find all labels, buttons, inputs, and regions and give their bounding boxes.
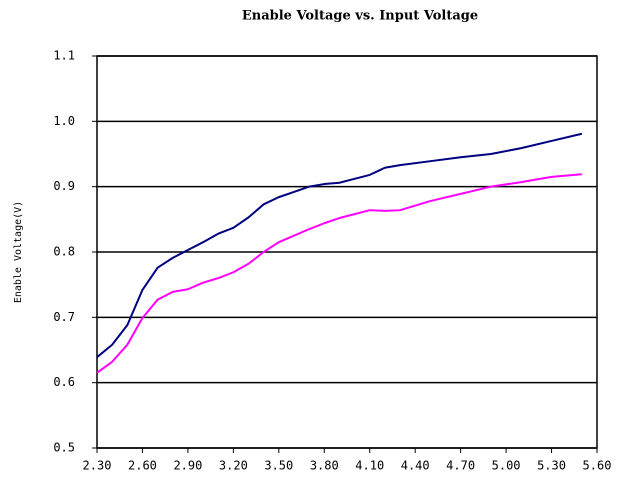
y-tick-label: 1.0	[53, 114, 75, 128]
x-tick-label: 3.80	[310, 459, 339, 473]
series-line	[96, 132, 583, 358]
x-tick-label: 5.30	[537, 459, 566, 473]
x-tick-label: 4.10	[355, 459, 384, 473]
y-tick-label: 0.8	[53, 245, 75, 259]
x-tick-label: 3.20	[219, 459, 248, 473]
y-tick-label: 1.1	[53, 49, 75, 63]
chart-title: Enable Voltage vs. Input Voltage	[242, 9, 478, 24]
series-line	[96, 173, 582, 374]
y-tick-label: 0.6	[53, 375, 75, 389]
x-tick-label: 2.90	[173, 459, 202, 473]
x-tick-label: 4.40	[401, 459, 430, 473]
y-tick-label: 0.5	[53, 441, 75, 455]
x-tick-label: 5.00	[492, 459, 521, 473]
x-tick-label: 2.30	[83, 459, 112, 473]
x-tick-label: 3.50	[264, 459, 293, 473]
y-tick-label: 0.9	[53, 179, 75, 193]
x-tick-label: 2.60	[128, 459, 157, 473]
x-tick-label: 5.60	[583, 459, 612, 473]
y-axis-label: Enable Voltage(V)	[13, 201, 24, 303]
x-tick-label: 4.70	[446, 459, 475, 473]
y-tick-label: 0.7	[53, 310, 75, 324]
